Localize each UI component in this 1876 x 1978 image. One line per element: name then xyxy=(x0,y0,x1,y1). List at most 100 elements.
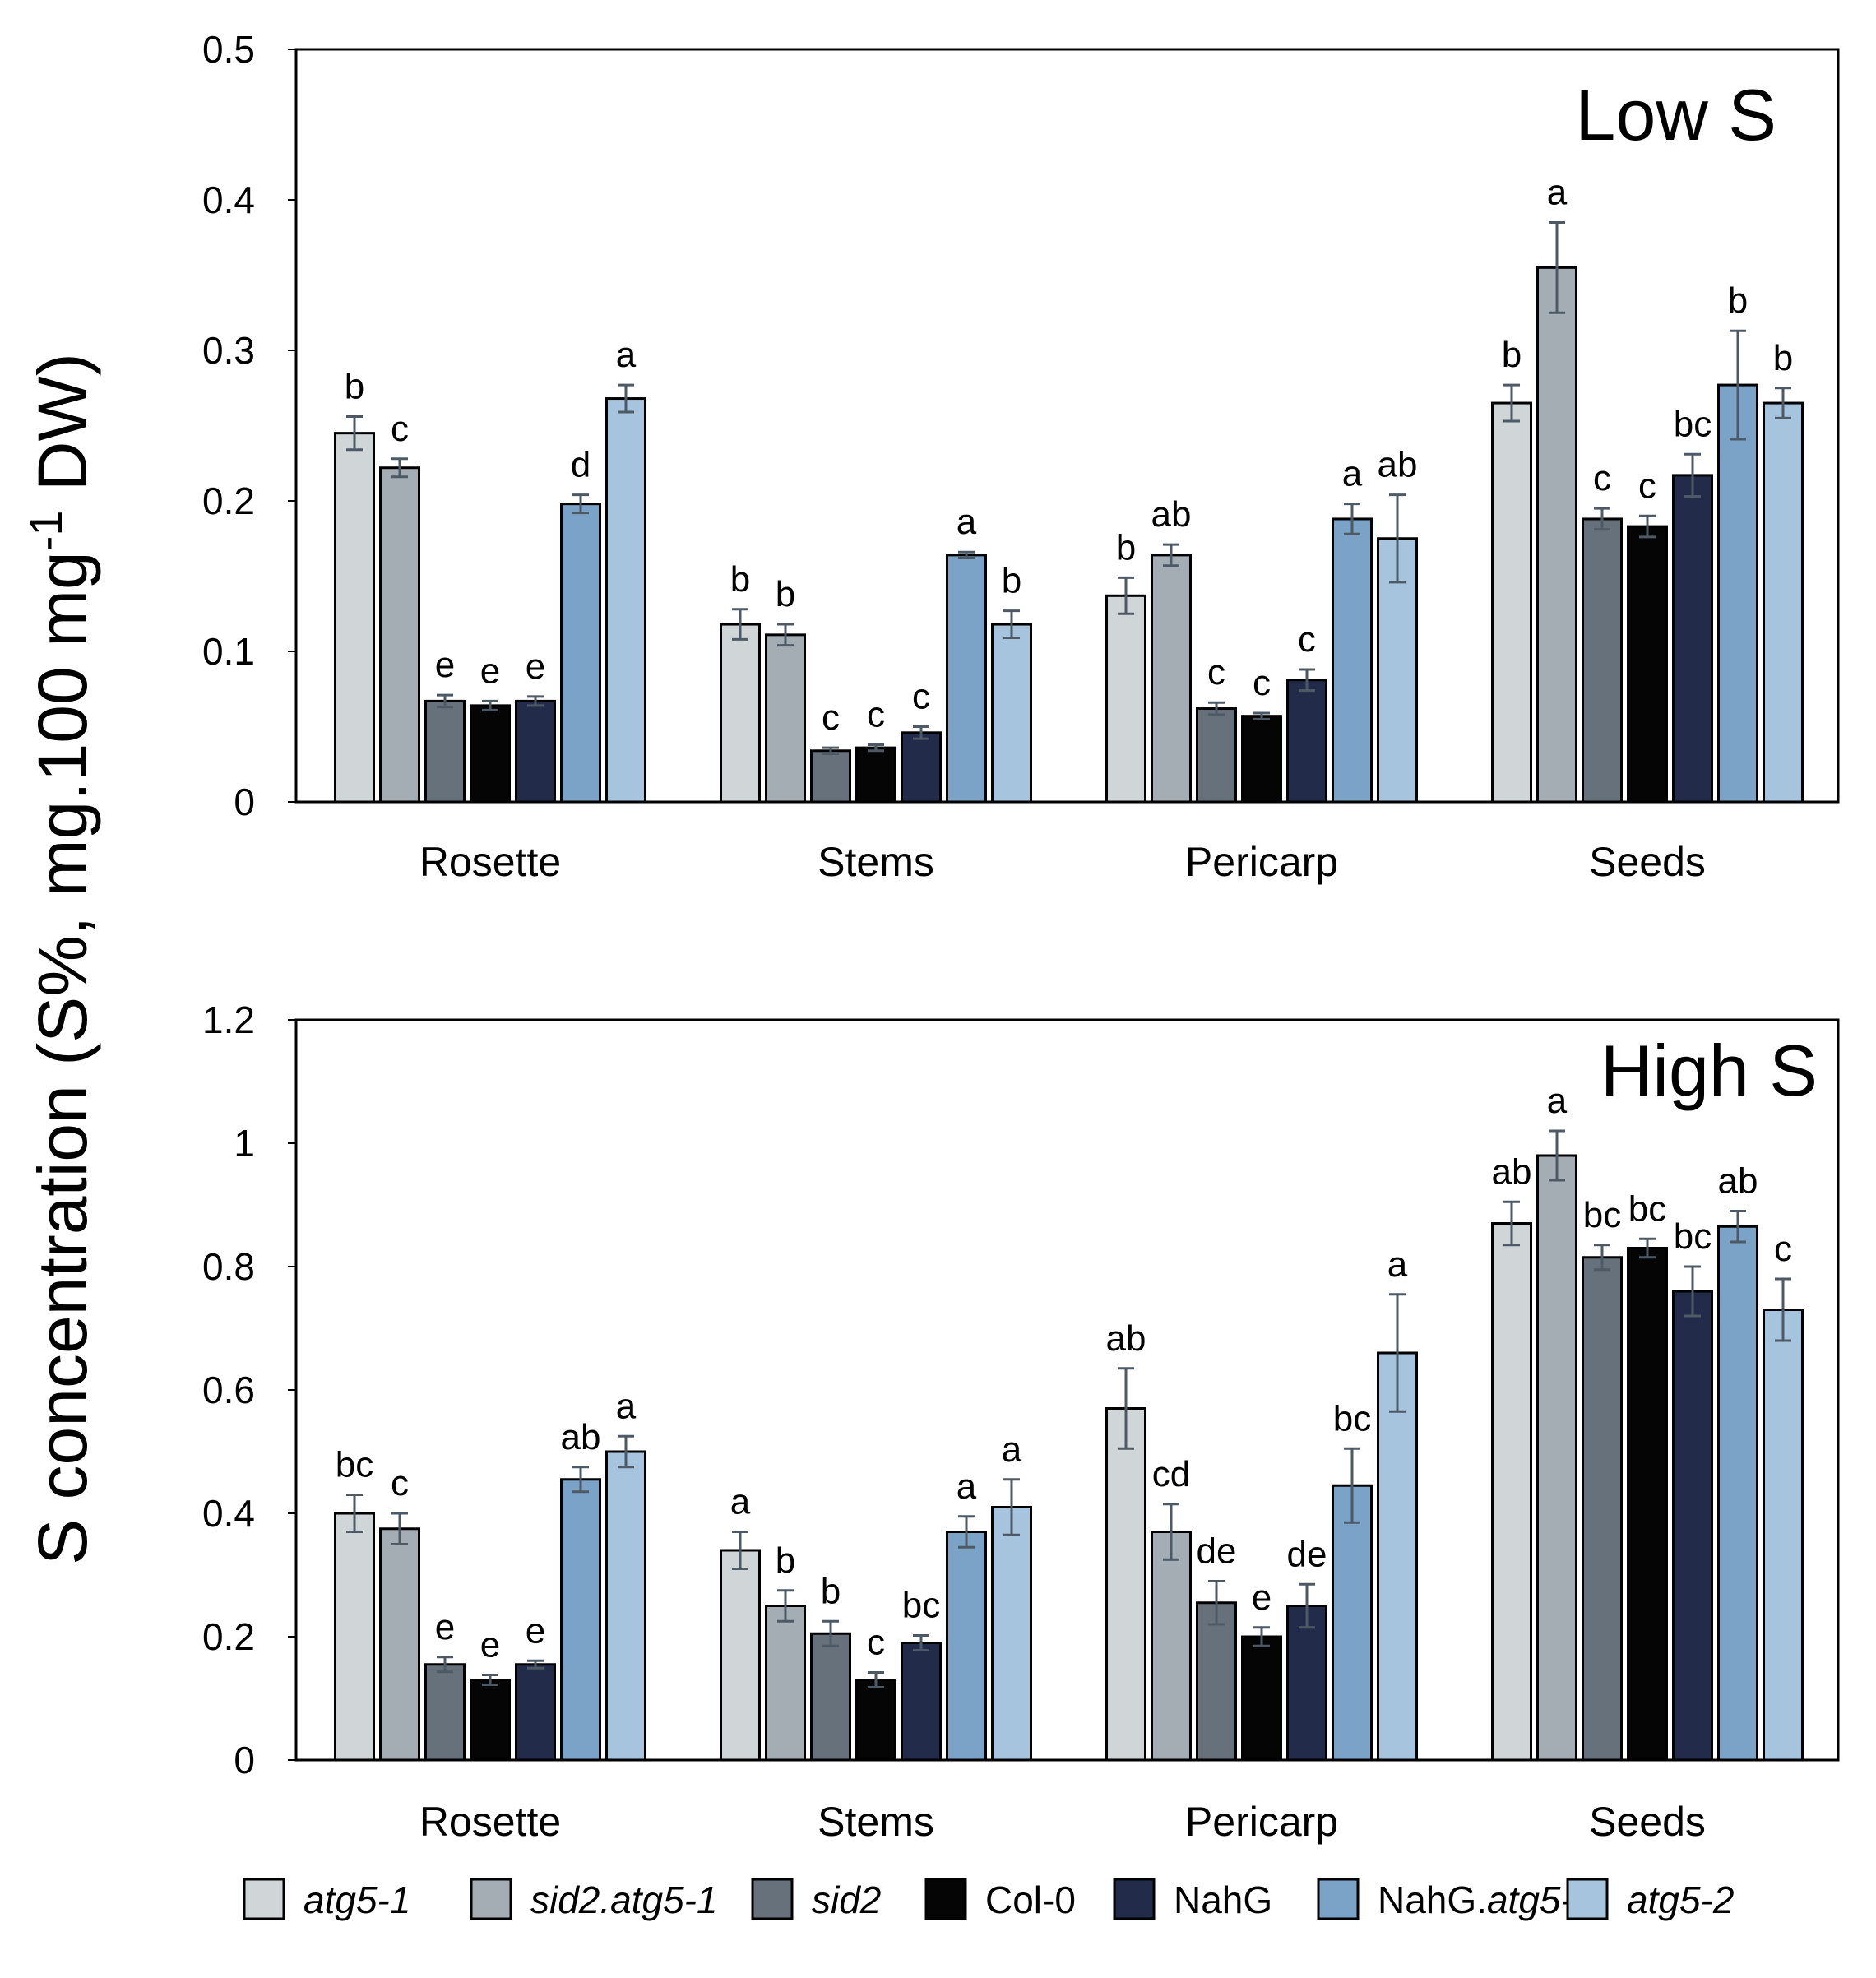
y-axis-label-main: S concentration (S%, mg.100 mg xyxy=(24,551,101,1565)
bar-high-s-sid2.atg5-1-Seeds xyxy=(1536,1154,1577,1762)
bar-low-s-sid2.atg5-1-Pericarp xyxy=(1151,554,1192,804)
legend-label: sid2 xyxy=(812,1878,881,1921)
bar-low-s-atg5-2-Seeds xyxy=(1763,401,1804,804)
significance-letter: c xyxy=(391,1463,409,1503)
significance-letter: b xyxy=(1116,527,1136,567)
bar-high-s-NahG.atg5-2-Seeds xyxy=(1717,1225,1758,1762)
panel-low-s-title: Low S xyxy=(1575,74,1776,155)
bar-high-s-sid2-Seeds xyxy=(1582,1256,1623,1762)
significance-letter: b xyxy=(345,367,364,407)
significance-letter: b xyxy=(776,574,795,614)
panel-high-s-y-ticks: 0 0.2 0.4 0.6 0.8 1 1.2 xyxy=(202,998,296,1781)
error-bar xyxy=(868,1671,884,1688)
bar-low-s-NahG-Stems xyxy=(901,731,942,804)
error-bar xyxy=(1163,1503,1179,1561)
significance-letter: b xyxy=(1002,561,1021,601)
legend-swatch xyxy=(751,1878,794,1920)
significance-letter: b xyxy=(1773,338,1793,378)
error-bar xyxy=(572,493,589,515)
bar-high-s-atg5-2-Pericarp xyxy=(1377,1351,1418,1762)
significance-letter: de xyxy=(1197,1531,1237,1572)
error-bar xyxy=(1299,668,1315,693)
bar-high-s-Col-0-Seeds xyxy=(1627,1247,1668,1762)
significance-letter: a xyxy=(1547,1081,1568,1121)
error-bar xyxy=(1730,1210,1746,1244)
error-bar xyxy=(868,743,884,753)
legend-item-NahG: NahG xyxy=(1113,1878,1272,1921)
bar-low-s-atg5-2-Rosette xyxy=(605,397,646,804)
legend-swatch xyxy=(1317,1878,1360,1920)
panel-low-s-categories: Rosette Stems Pericarp Seeds xyxy=(419,839,1706,885)
bar-high-s-atg5-2-Seeds xyxy=(1763,1309,1804,1762)
bar-high-s-atg5-1-Pericarp xyxy=(1105,1407,1146,1762)
panel-low-s-ytick-label: 0.4 xyxy=(202,178,255,221)
significance-letter: e xyxy=(480,1625,500,1665)
error-bar xyxy=(527,695,544,707)
error-bar xyxy=(1730,329,1746,441)
bar-high-s-sid2-Pericarp xyxy=(1196,1601,1237,1762)
significance-letter: e xyxy=(526,1610,545,1651)
panel-low-s-category-label: Stems xyxy=(818,839,934,885)
panel-high-s-ytick-label: 0.6 xyxy=(202,1369,255,1411)
legend-item-atg5-1: atg5-1 xyxy=(243,1878,410,1921)
panel-high-s-ytick-label: 1 xyxy=(234,1122,255,1165)
significance-letter: a xyxy=(957,502,977,542)
significance-letter: c xyxy=(867,1623,885,1663)
error-bar xyxy=(346,1494,363,1533)
significance-letter: b xyxy=(821,1571,841,1611)
significance-letter: a xyxy=(1547,172,1568,212)
legend-item-atg5-2: atg5-2 xyxy=(1566,1878,1734,1921)
significance-letter: b xyxy=(1728,280,1748,321)
y-axis-label: S concentration (S%, mg.100 mg-1 DW) xyxy=(20,353,101,1565)
error-bar xyxy=(1684,1265,1701,1318)
significance-letter: d xyxy=(571,445,591,485)
error-bar xyxy=(822,1619,839,1647)
significance-letter: e xyxy=(435,645,455,685)
error-bar xyxy=(913,1634,929,1651)
bar-high-s-NahG.atg5-2-Stems xyxy=(946,1531,987,1762)
error-bar xyxy=(618,1434,634,1469)
error-bar xyxy=(1389,1293,1406,1413)
bar-high-s-atg5-2-Stems xyxy=(991,1506,1032,1762)
error-bar xyxy=(437,693,453,709)
significance-letter: bc xyxy=(902,1586,940,1626)
bar-low-s-atg5-1-Rosette xyxy=(334,432,375,804)
error-bar xyxy=(777,623,794,647)
panel-low-s-ytick-label: 0.5 xyxy=(202,28,255,71)
bar-high-s-NahG.atg5-2-Rosette xyxy=(560,1478,601,1762)
panel-low-s-ytick-label: 0.1 xyxy=(202,630,255,673)
panel-low-s: 00.10.20.30.40.5 bbbbcbabaeccceccceccbcd… xyxy=(202,28,1840,885)
significance-letter: c xyxy=(822,697,840,738)
panel-high-s-ytick-label: 0.2 xyxy=(202,1615,255,1658)
bar-high-s-sid2-Stems xyxy=(810,1632,851,1762)
legend-item-Col-0: Col-0 xyxy=(924,1878,1076,1921)
significance-letter: bc xyxy=(1674,1216,1712,1257)
error-bar xyxy=(482,699,498,711)
panel-low-s-ytick-label: 0.2 xyxy=(202,479,255,522)
bar-low-s-NahG-Seeds xyxy=(1672,474,1713,804)
error-bar xyxy=(391,1512,408,1545)
error-bar xyxy=(1118,1367,1134,1450)
significance-letter: e xyxy=(526,646,545,687)
panel-high-s-category-label: Rosette xyxy=(419,1799,561,1845)
bar-high-s-NahG-Rosette xyxy=(515,1663,556,1762)
significance-letter: cd xyxy=(1152,1454,1190,1494)
legend-label: NahG xyxy=(1174,1878,1272,1921)
bar-high-s-atg5-1-Seeds xyxy=(1491,1222,1532,1762)
significance-letter: c xyxy=(1253,663,1271,703)
error-bar xyxy=(1639,514,1656,539)
significance-letter: e xyxy=(435,1607,455,1647)
panel-low-s-category-label: Pericarp xyxy=(1185,839,1338,885)
error-bar xyxy=(1208,701,1225,716)
significance-letter: ab xyxy=(1151,494,1192,535)
significance-letter: b xyxy=(776,1540,795,1581)
bar-low-s-atg5-1-Stems xyxy=(720,623,761,804)
legend-label: NahG.atg5-2 xyxy=(1378,1878,1594,1921)
bar-high-s-sid2.atg5-1-Pericarp xyxy=(1151,1531,1192,1762)
significance-letter: b xyxy=(1502,335,1522,375)
bar-low-s-Col-0-Pericarp xyxy=(1241,715,1282,804)
bar-low-s-sid2.atg5-1-Seeds xyxy=(1536,266,1577,804)
error-bar xyxy=(1003,609,1020,640)
bar-low-s-sid2-Pericarp xyxy=(1196,707,1237,804)
significance-letter: c xyxy=(867,694,885,734)
